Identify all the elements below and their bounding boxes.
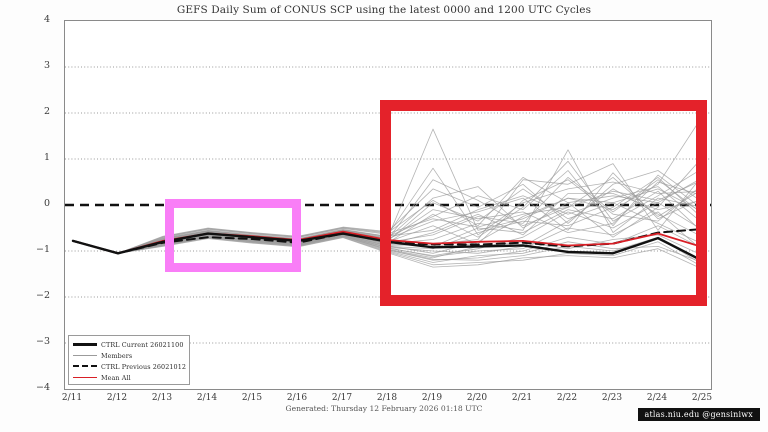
x-tick-label: 2/22 [556,393,578,403]
source-watermark: atlas.niu.edu @gensiniwx [637,408,760,421]
legend-swatch-mean-all [73,373,97,382]
y-tick-label: 1 [43,152,50,163]
y-tick-label: −2 [35,290,50,301]
y-tick-label: −1 [35,244,50,255]
y-tick-label: 4 [43,14,50,25]
y-tick-label: 0 [43,198,50,209]
x-tick-label: 2/13 [151,393,173,403]
legend-item: Members [73,350,185,361]
y-tick-label: 2 [43,106,50,117]
x-tick-label: 2/12 [106,393,128,403]
y-tick-label: 3 [43,60,50,71]
x-tick-label: 2/14 [196,393,218,403]
x-tick-label: 2/20 [466,393,488,403]
legend-label: Mean All [101,373,131,382]
page-title: GEFS Daily Sum of CONUS SCP using the la… [176,4,592,16]
x-tick-label: 2/23 [601,393,623,403]
legend-swatch-ctrl-previous [73,362,97,371]
x-tick-label: 2/25 [691,393,713,403]
legend-label: Members [101,351,133,360]
x-tick-label: 2/24 [646,393,668,403]
legend-item: Mean All [73,372,185,383]
x-tick-label: 2/17 [331,393,353,403]
legend-label: CTRL Previous 26021012 [101,362,187,371]
near-term-highlight-box [165,199,301,272]
legend-swatch-ctrl-current [73,340,97,349]
x-tick-label: 2/18 [376,393,398,403]
x-tick-label: 2/15 [241,393,263,403]
extended-range-highlight-box [380,100,707,306]
x-tick-label: 2/19 [421,393,443,403]
legend-item: CTRL Current 26021100 [73,339,185,350]
legend-swatch-members [73,351,97,360]
legend-label: CTRL Current 26021100 [101,340,184,349]
x-tick-label: 2/11 [61,393,83,403]
x-tick-label: 2/16 [286,393,308,403]
y-tick-label: −4 [35,382,50,393]
legend-item: CTRL Previous 26021012 [73,361,187,372]
x-tick-label: 2/21 [511,393,533,403]
y-tick-label: −3 [35,336,50,347]
chart-legend: CTRL Current 26021100 Members CTRL Previou… [68,335,190,385]
generated-timestamp: Generated: Thursday 12 February 2026 01:… [285,404,483,413]
